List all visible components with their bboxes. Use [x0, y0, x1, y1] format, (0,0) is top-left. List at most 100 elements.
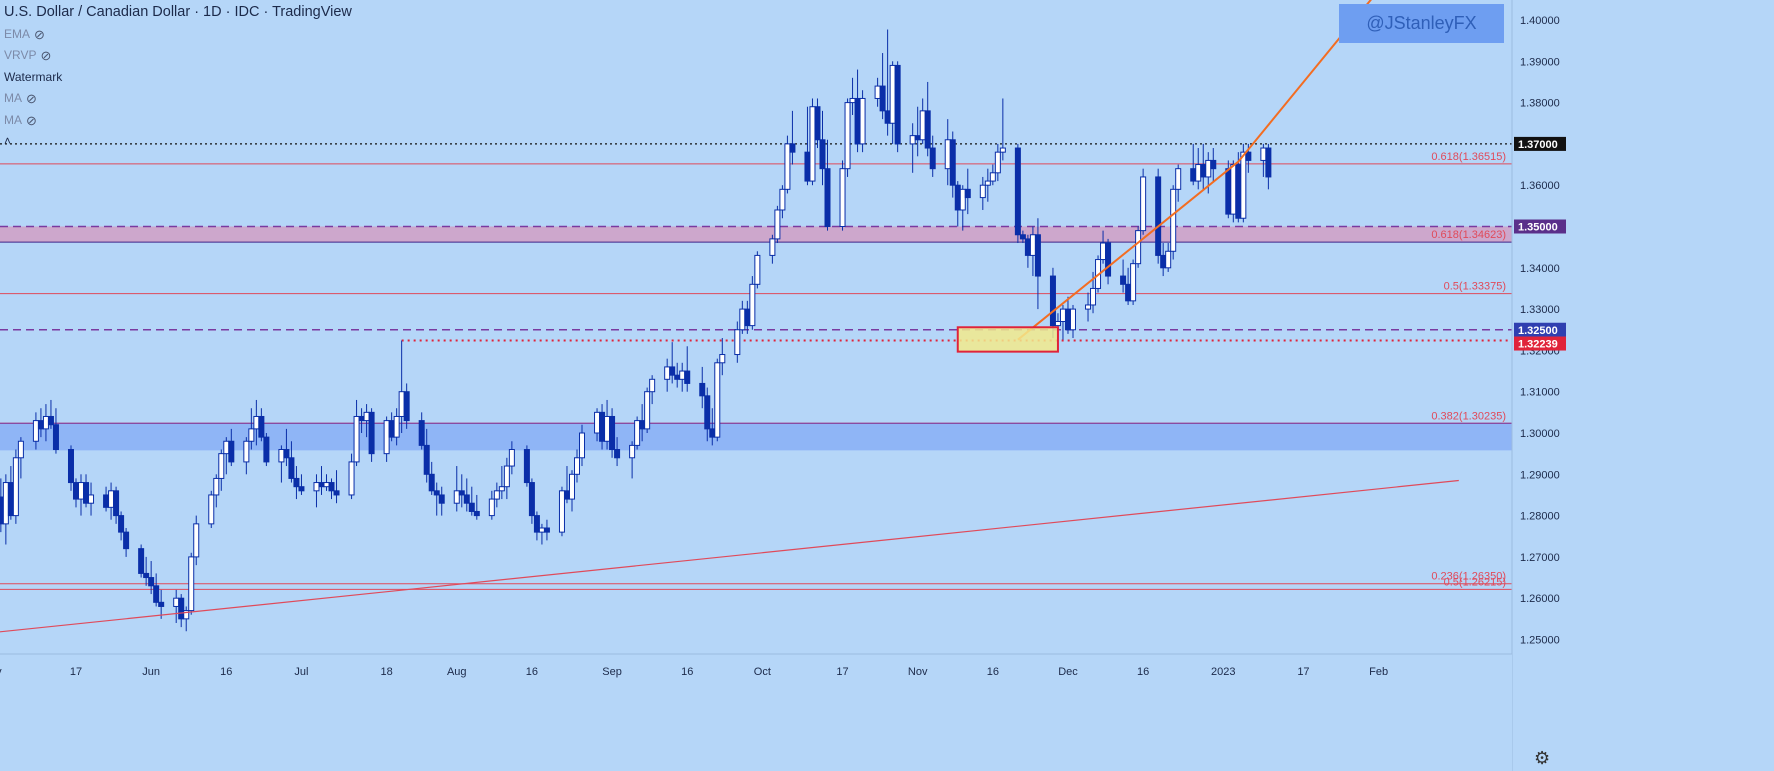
time-tick-label: ay [0, 666, 2, 678]
candle-body [453, 490, 460, 504]
candle [17, 437, 24, 479]
price-tick-label: 1.31000 [1520, 387, 1560, 399]
candle [839, 160, 846, 231]
candle [684, 346, 691, 392]
eye-off-icon[interactable]: ⊘ [34, 26, 45, 42]
candle-body [944, 139, 951, 170]
candle-body [1105, 242, 1112, 277]
candle-body [1235, 164, 1242, 219]
candle [959, 185, 966, 231]
candle-body [1120, 275, 1127, 285]
candle-body [594, 411, 601, 434]
eye-off-icon[interactable]: ⊘ [26, 112, 37, 128]
candle-body [954, 184, 961, 211]
candle-body [804, 151, 811, 182]
gear-icon[interactable]: ⚙ [1534, 748, 1551, 768]
candle [118, 511, 125, 541]
candle [819, 110, 826, 186]
candle-body [854, 97, 861, 145]
caret-up-icon[interactable]: ˄ [4, 134, 12, 148]
candle [699, 366, 706, 409]
legend-label-ema: EMA [4, 26, 31, 41]
candle-body [563, 490, 570, 500]
candle [779, 185, 786, 219]
chart-title: U.S. Dollar / Canadian Dollar · 1D · IDC… [4, 4, 352, 20]
time-tick-label: 16 [526, 666, 538, 678]
candle-body [734, 329, 741, 356]
candle-body [1230, 164, 1237, 215]
price-tick-label: 1.29000 [1520, 469, 1560, 481]
candle [824, 139, 831, 231]
candle-body [1190, 168, 1197, 182]
candle [1140, 168, 1147, 235]
legend-item-ma-1[interactable]: MA ⊘ [4, 88, 352, 110]
legend-item-vrvp[interactable]: VRVP ⊘ [4, 45, 352, 67]
candle-body [719, 354, 726, 364]
candle-body [1195, 164, 1202, 182]
candle [749, 276, 756, 330]
candle [138, 544, 145, 578]
candle-body [538, 527, 545, 533]
candle-body [32, 420, 39, 442]
candle [574, 449, 580, 483]
candle-body [599, 411, 606, 442]
time-tick-label: 18 [380, 666, 392, 678]
candle-body [679, 370, 686, 380]
candle-body [298, 486, 305, 492]
candle [368, 408, 375, 462]
legend-label-ma-2: MA [4, 112, 22, 127]
candle-body [1140, 176, 1147, 232]
candle-body [1125, 283, 1132, 302]
candle-body [253, 415, 260, 430]
candle-body [0, 496, 4, 525]
candle [543, 519, 550, 541]
candle [67, 445, 74, 491]
time-tick-label: 17 [1297, 666, 1309, 678]
candle [158, 589, 165, 619]
time-tick-label: Jun [142, 666, 160, 678]
candle [1130, 259, 1137, 305]
candle [328, 478, 335, 500]
price-tick-label: 1.28000 [1520, 511, 1560, 523]
eye-off-icon[interactable]: ⊘ [40, 48, 52, 63]
candle-body [17, 440, 24, 459]
time-tick-label: Jul [294, 666, 308, 678]
candle [493, 482, 500, 508]
candle-body [418, 420, 425, 446]
price-label-purple: 1.35000 [1514, 219, 1566, 234]
time-tick-label: Sep [602, 666, 622, 678]
time-axis [0, 654, 1512, 771]
candle-body [188, 556, 195, 612]
candle-body [218, 453, 225, 479]
candle-body [1155, 176, 1162, 256]
time-tick-label: Aug [447, 666, 467, 678]
legend-item-watermark[interactable]: Watermark [4, 67, 352, 89]
candle-body [318, 482, 325, 488]
time-tick-label: Dec [1058, 666, 1078, 678]
candle-body [258, 415, 265, 438]
candle [734, 321, 741, 363]
price-tick-label: 1.39000 [1520, 56, 1560, 68]
candle [1105, 238, 1112, 285]
trendline-0 [0, 479, 1459, 633]
candle [193, 515, 200, 566]
candle [714, 358, 721, 442]
candle-body [739, 308, 746, 331]
candle-body [889, 64, 896, 124]
candle-body [859, 97, 866, 145]
candle-body [158, 601, 165, 607]
candle-body [959, 188, 966, 211]
legend-item-ema[interactable]: EMA ⊘ [4, 24, 352, 46]
candle [463, 478, 470, 512]
candle [213, 474, 220, 508]
candle-body [1205, 159, 1212, 178]
candle-body [649, 378, 656, 393]
candle-body [999, 147, 1006, 153]
candle-body [984, 180, 991, 186]
support-zone-box [956, 326, 1059, 353]
eye-off-icon[interactable]: ⊘ [26, 91, 37, 106]
legend: U.S. Dollar / Canadian Dollar · 1D · IDC… [4, 2, 352, 153]
legend-item-ma-2[interactable]: MA ⊘ [4, 110, 352, 132]
candle [528, 478, 535, 524]
